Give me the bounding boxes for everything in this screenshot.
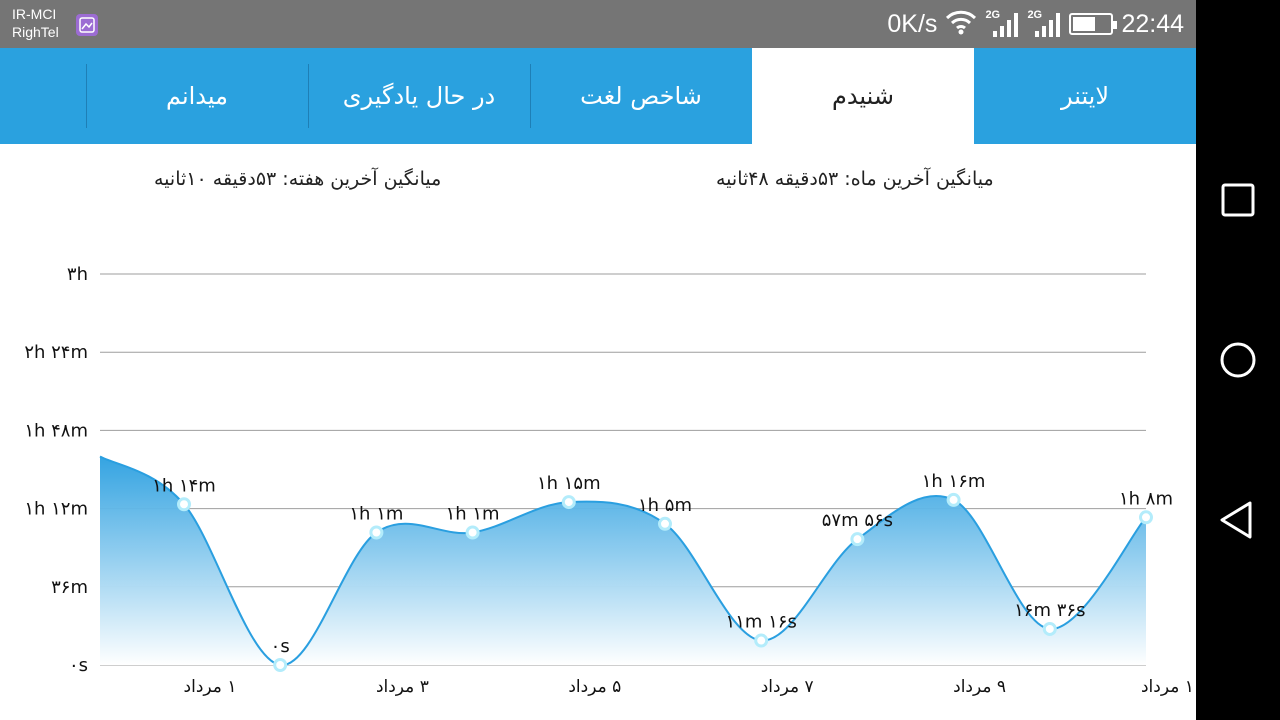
data-label: ۱h ۱۴m [152, 475, 216, 496]
data-label: ۱h ۱۵m [537, 473, 601, 494]
clock: 22:44 [1121, 9, 1184, 38]
data-label: ۱۶m ۳۶s [1014, 600, 1085, 621]
data-point[interactable] [177, 497, 191, 512]
tab-bar: لایتنر شنیدم شاخص لغت در حال یادگیری مید… [0, 48, 1196, 144]
x-tick-label: ۳ مرداد [376, 677, 429, 697]
home-button[interactable] [1216, 338, 1260, 382]
y-tick-label: ۳۶m [51, 577, 88, 598]
square-icon [1221, 183, 1255, 217]
status-bar: IR-MCI RighTel 0K/s 2G 2G 22:44 [0, 0, 1196, 48]
carrier-names: IR-MCI RighTel [12, 5, 59, 41]
back-triangle-icon [1220, 501, 1252, 539]
tab-label: لایتنر [1060, 82, 1110, 110]
circle-icon [1220, 342, 1256, 378]
battery-icon [1069, 13, 1118, 35]
tab-label: میدانم [165, 82, 228, 110]
tab-divider [530, 64, 531, 128]
data-label: ۱h ۱۶m [922, 471, 986, 492]
data-point[interactable] [850, 532, 865, 547]
y-tick-label: ۲h ۲۴m [24, 342, 88, 363]
network-type-1: 2G [985, 9, 1001, 21]
tab-divider [308, 64, 309, 128]
tab-label: شاخص لغت [580, 82, 702, 110]
gallery-notification-icon [76, 14, 98, 36]
x-tick-label: ۱۱ مرداد [1141, 677, 1196, 697]
data-label: ۱۱m ۱۶s [726, 612, 797, 633]
chart-area-fill [100, 456, 1146, 666]
recents-button[interactable] [1216, 178, 1260, 222]
weekly-average: میانگین آخرین هفته: ۵۳دقیقه ۱۰ثانیه [154, 168, 442, 190]
data-point[interactable] [754, 633, 769, 648]
data-label: ۱h ۱m [446, 503, 500, 524]
y-tick-label: ۱h ۱۲m [24, 499, 88, 520]
tab-word-index[interactable]: شاخص لغت [530, 48, 752, 144]
tab-label: شنیدم [831, 82, 895, 110]
data-label: ۰s [271, 636, 290, 657]
data-point[interactable] [561, 495, 576, 510]
carrier-1: IR-MCI [12, 6, 57, 22]
y-tick-label: ۱h ۴۸m [24, 420, 88, 441]
data-label: ۵۷m ۵۶s [822, 510, 893, 531]
navigation-bar [1196, 0, 1280, 720]
tab-label: در حال یادگیری [342, 82, 496, 110]
data-point[interactable] [1042, 621, 1057, 636]
data-point[interactable] [946, 492, 961, 507]
tab-learning[interactable]: در حال یادگیری [308, 48, 530, 144]
data-point[interactable] [1139, 510, 1153, 525]
data-label: ۱h ۵m [638, 495, 692, 516]
chart-line [99, 455, 1147, 667]
signal-2-icon: 2G [1027, 9, 1061, 39]
data-label: ۱h ۸m [1119, 488, 1173, 509]
data-point[interactable] [369, 525, 384, 540]
data-point[interactable] [273, 658, 288, 672]
x-tick-label: ۵ مرداد [568, 677, 621, 697]
back-button[interactable] [1216, 498, 1260, 542]
wifi-icon [945, 9, 977, 40]
y-tick-label: ۰s [69, 655, 88, 676]
data-point[interactable] [465, 525, 480, 540]
data-point[interactable] [658, 516, 672, 531]
signal-1-icon: 2G [985, 9, 1019, 39]
listening-time-chart: ۰s ۳۶m ۱h ۱۲m ۱h ۴۸m ۲h ۲۴m ۳h ۱ مرداد ۳ مرداد ۵… [24, 264, 1196, 697]
x-tick-label: ۱ مرداد [184, 677, 237, 697]
tab-divider [86, 64, 87, 128]
tab-heard[interactable]: شنیدم [752, 48, 974, 144]
x-tick-label: ۷ مرداد [761, 677, 814, 697]
tab-leitner[interactable]: لایتنر [974, 48, 1196, 144]
data-label: ۱h ۱m [349, 503, 403, 524]
tab-known[interactable]: میدانم [86, 48, 308, 144]
network-type-2: 2G [1027, 9, 1043, 21]
carrier-2: RighTel [12, 24, 59, 40]
monthly-average: میانگین آخرین ماه: ۵۳دقیقه ۴۸ثانیه [716, 168, 994, 190]
network-speed: 0K/s [887, 9, 938, 38]
x-tick-label: ۹ مرداد [953, 677, 1006, 697]
y-tick-label: ۳h [67, 264, 88, 285]
